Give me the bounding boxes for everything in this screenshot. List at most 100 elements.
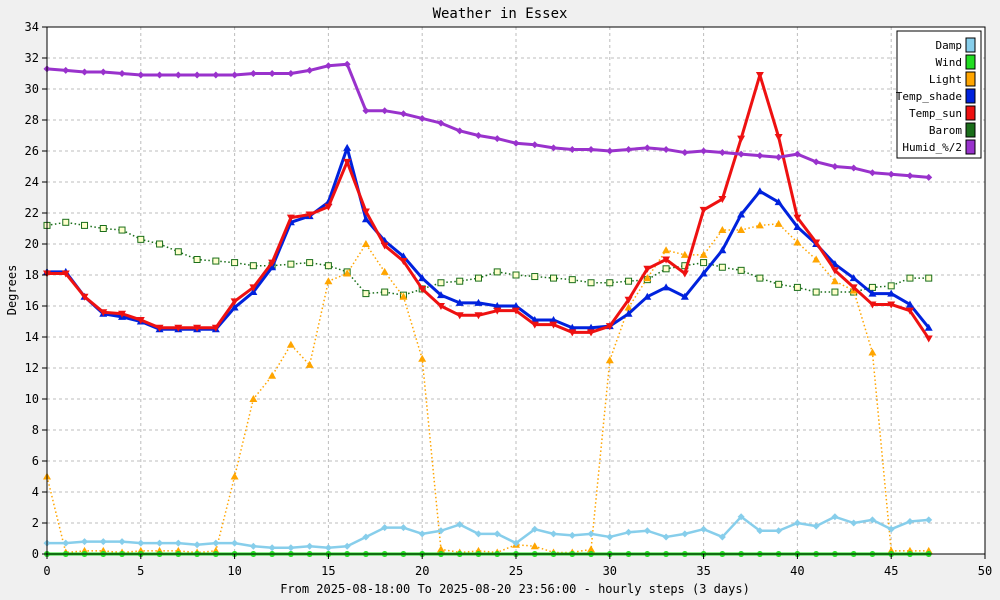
y-tick-label: 34 xyxy=(25,20,39,34)
data-point xyxy=(812,255,821,263)
data-point xyxy=(624,303,633,311)
data-point xyxy=(850,519,858,527)
data-point xyxy=(587,530,595,538)
data-point xyxy=(268,259,277,267)
data-point xyxy=(137,71,145,79)
data-point xyxy=(399,258,408,266)
data-point xyxy=(887,525,895,533)
data-point xyxy=(231,259,239,267)
data-point xyxy=(99,225,107,232)
data-point xyxy=(737,150,745,158)
data-point xyxy=(118,310,127,318)
data-point xyxy=(137,235,145,243)
data-point xyxy=(399,524,407,532)
legend-swatch xyxy=(965,37,976,53)
data-point xyxy=(624,296,633,304)
data-point xyxy=(436,291,445,299)
data-point xyxy=(568,145,576,153)
series-light xyxy=(43,219,933,556)
data-point xyxy=(193,71,201,79)
data-point xyxy=(287,260,295,268)
data-point xyxy=(793,519,801,527)
data-point xyxy=(718,533,726,541)
data-point xyxy=(249,70,257,77)
data-point xyxy=(587,279,595,287)
data-point xyxy=(174,248,182,256)
data-point xyxy=(756,152,764,160)
data-point xyxy=(62,218,70,226)
data-point xyxy=(906,172,914,180)
data-point xyxy=(156,71,164,79)
legend-label: Wind xyxy=(936,56,963,69)
data-point xyxy=(606,533,614,541)
data-point xyxy=(868,169,876,177)
data-point xyxy=(831,513,839,521)
data-point xyxy=(643,144,651,152)
data-point xyxy=(531,141,539,149)
data-point xyxy=(437,119,445,127)
y-tick-label: 20 xyxy=(25,237,39,251)
data-point xyxy=(643,292,652,300)
data-point xyxy=(793,214,802,222)
data-point xyxy=(211,324,220,332)
data-point xyxy=(362,107,370,115)
data-point xyxy=(268,371,277,379)
x-tick-label: 20 xyxy=(415,564,429,578)
data-point xyxy=(212,257,220,265)
data-point xyxy=(625,277,633,285)
data-point xyxy=(474,530,482,538)
y-tick-label: 6 xyxy=(32,454,39,468)
data-point xyxy=(361,240,370,247)
data-point xyxy=(99,309,108,317)
data-point xyxy=(774,134,783,142)
data-point xyxy=(925,173,933,181)
data-point xyxy=(287,70,295,77)
y-tick-label: 8 xyxy=(32,423,39,437)
data-point xyxy=(287,544,295,552)
series-line xyxy=(46,223,929,554)
data-point xyxy=(231,539,239,547)
series-line xyxy=(47,146,930,331)
data-point xyxy=(62,539,70,547)
data-point xyxy=(868,283,876,291)
data-point xyxy=(774,198,783,206)
data-point xyxy=(662,256,671,264)
data-point xyxy=(174,539,182,547)
data-point xyxy=(418,274,427,282)
series-damp xyxy=(43,513,933,552)
legend-swatch xyxy=(965,71,976,87)
data-point xyxy=(755,72,764,80)
x-tick-label: 50 xyxy=(978,564,992,578)
data-point xyxy=(530,542,539,550)
data-point xyxy=(474,274,482,282)
data-point xyxy=(81,68,89,76)
data-point xyxy=(625,145,633,153)
data-point xyxy=(905,300,914,308)
data-point xyxy=(286,214,295,222)
data-point xyxy=(381,524,389,532)
data-point xyxy=(174,71,182,79)
data-point xyxy=(699,206,708,214)
data-point xyxy=(699,269,708,277)
data-point xyxy=(868,516,876,524)
data-point xyxy=(718,263,726,271)
data-point xyxy=(324,62,332,70)
data-point xyxy=(118,70,126,77)
data-point xyxy=(568,531,576,539)
x-tick-label: 10 xyxy=(227,564,241,578)
data-point xyxy=(887,170,895,178)
y-tick-label: 28 xyxy=(25,113,39,127)
data-point xyxy=(737,513,745,521)
data-point xyxy=(812,158,820,166)
data-point xyxy=(643,274,652,282)
data-point xyxy=(286,340,295,348)
data-point xyxy=(849,274,858,282)
data-point xyxy=(831,288,839,296)
data-point xyxy=(755,221,764,229)
data-point xyxy=(361,208,370,216)
data-point xyxy=(474,132,482,139)
x-tick-label: 45 xyxy=(884,564,898,578)
